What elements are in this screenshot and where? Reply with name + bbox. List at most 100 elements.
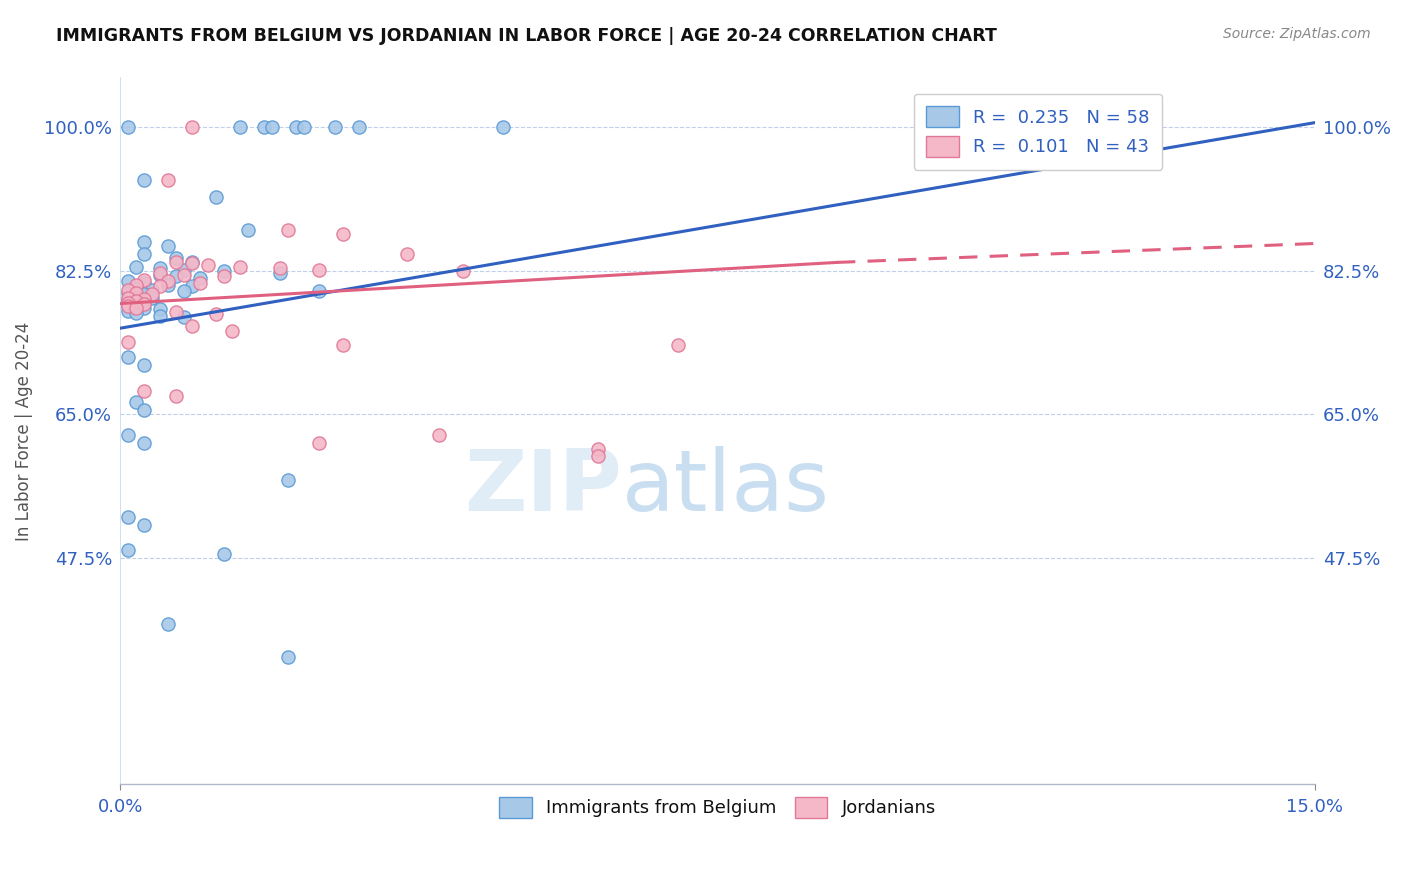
Point [666, 337, 689, 351]
Point [181, 256, 204, 270]
Point [165, 252, 187, 266]
Point [181, 318, 204, 333]
Point [134, 297, 156, 311]
Point [125, 301, 148, 315]
Text: IMMIGRANTS FROM BELGIUM VS JORDANIAN IN LABOR FORCE | AGE 20-24 CORRELATION CHAR: IMMIGRANTS FROM BELGIUM VS JORDANIAN IN … [56, 27, 997, 45]
Point [134, 273, 156, 287]
Point [134, 293, 156, 307]
Text: Source: ZipAtlas.com: Source: ZipAtlas.com [1223, 27, 1371, 41]
Point [173, 284, 195, 298]
Point [277, 473, 299, 487]
Point [157, 239, 180, 253]
Point [181, 255, 204, 269]
Point [292, 120, 315, 134]
Point [125, 281, 148, 295]
Point [125, 277, 148, 292]
Point [269, 261, 291, 276]
Text: ZIP: ZIP [464, 446, 621, 529]
Point [117, 335, 139, 350]
Text: atlas: atlas [621, 446, 830, 529]
Point [117, 299, 139, 313]
Point [181, 120, 204, 134]
Point [427, 428, 450, 442]
Point [188, 276, 211, 290]
Point [165, 254, 187, 268]
Point [134, 403, 156, 417]
Point [236, 222, 259, 236]
Point [165, 269, 187, 284]
Point [117, 543, 139, 558]
Point [117, 293, 139, 307]
Point [212, 269, 235, 284]
Point [134, 287, 156, 301]
Point [349, 120, 371, 134]
Point [165, 389, 187, 403]
Point [181, 279, 204, 293]
Point [325, 120, 347, 134]
Point [117, 428, 139, 442]
Point [134, 384, 156, 399]
Point [269, 266, 291, 280]
Point [134, 358, 156, 372]
Point [1049, 120, 1071, 134]
Point [157, 173, 180, 187]
Point [332, 227, 354, 241]
Point [396, 247, 419, 261]
Point [491, 120, 513, 134]
Point [149, 268, 172, 282]
Point [134, 436, 156, 450]
Point [134, 173, 156, 187]
Point [117, 274, 139, 288]
Point [586, 442, 609, 456]
Point [586, 449, 609, 463]
Point [157, 274, 180, 288]
Point [125, 305, 148, 319]
Point [197, 258, 219, 272]
Point [125, 395, 148, 409]
Point [173, 268, 195, 282]
Point [308, 436, 330, 450]
Point [117, 299, 139, 313]
Point [308, 284, 330, 298]
Point [117, 350, 139, 364]
Point [277, 222, 299, 236]
Point [229, 260, 252, 274]
Point [134, 301, 156, 315]
Point [134, 235, 156, 249]
Point [229, 120, 252, 134]
Point [332, 337, 354, 351]
Point [173, 262, 195, 277]
Point [165, 304, 187, 318]
Point [117, 304, 139, 318]
Point [117, 120, 139, 134]
Point [117, 285, 139, 300]
Point [149, 309, 172, 323]
Point [260, 120, 283, 134]
Y-axis label: In Labor Force | Age 20-24: In Labor Force | Age 20-24 [15, 321, 32, 541]
Point [253, 120, 276, 134]
Point [141, 287, 163, 301]
Point [134, 276, 156, 290]
Point [284, 120, 307, 134]
Point [188, 271, 211, 285]
Point [117, 283, 139, 297]
Point [149, 266, 172, 280]
Point [141, 283, 163, 297]
Point [117, 291, 139, 305]
Point [308, 262, 330, 277]
Point [125, 260, 148, 274]
Point [125, 289, 148, 303]
Point [134, 293, 156, 308]
Point [149, 279, 172, 293]
Point [157, 617, 180, 632]
Point [134, 247, 156, 261]
Point [117, 295, 139, 310]
Point [205, 307, 228, 321]
Point [149, 302, 172, 317]
Point [134, 518, 156, 533]
Point [125, 293, 148, 308]
Point [117, 510, 139, 524]
Point [149, 261, 172, 276]
Point [141, 291, 163, 305]
Point [125, 297, 148, 311]
